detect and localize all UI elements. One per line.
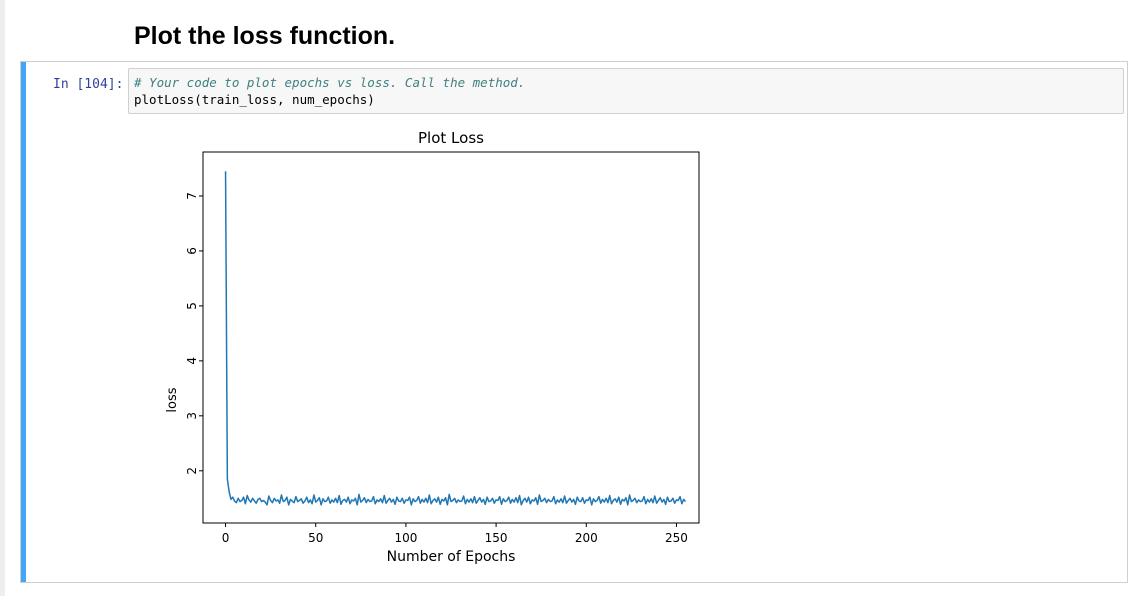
x-tick-label: 200 bbox=[575, 531, 598, 545]
code-editor[interactable]: # Your code to plot epochs vs loss. Call… bbox=[128, 68, 1124, 114]
y-tick-label: 6 bbox=[185, 247, 199, 255]
chart-title: Plot Loss bbox=[418, 129, 484, 147]
loss-series-line bbox=[224, 171, 687, 506]
code-call-line: plotLoss(train_loss, num_epochs) bbox=[134, 92, 375, 107]
x-tick-label: 150 bbox=[485, 531, 508, 545]
y-tick-label: 5 bbox=[185, 302, 199, 310]
x-axis-label: Number of Epochs bbox=[387, 549, 516, 565]
loss-chart: Plot Loss Number of Epochs loss 0 50 100 15… bbox=[165, 129, 700, 565]
x-tick-label: 250 bbox=[665, 531, 688, 545]
y-tick-label: 4 bbox=[185, 357, 199, 365]
x-tick-label: 100 bbox=[394, 531, 417, 545]
markdown-heading: Plot the loss function. bbox=[134, 22, 396, 50]
code-comment-line: # Your code to plot epochs vs loss. Call… bbox=[134, 75, 526, 90]
y-tick-label: 2 bbox=[185, 467, 199, 475]
axis-ticks: 0 50 100 150 200 250 2 3 4 5 6 7 bbox=[185, 192, 688, 545]
input-prompt: In [104]: bbox=[53, 77, 124, 92]
code-cell[interactable]: In [104]: # Your code to plot epochs vs … bbox=[20, 61, 1128, 583]
output-plot: Plot Loss Number of Epochs loss 0 50 100 15… bbox=[121, 122, 701, 572]
y-axis-label: loss bbox=[165, 387, 180, 412]
x-tick-label: 0 bbox=[222, 531, 230, 545]
series-lines bbox=[224, 171, 687, 506]
y-tick-label: 7 bbox=[185, 192, 199, 200]
left-gutter bbox=[0, 0, 5, 596]
plot-frame bbox=[202, 151, 700, 524]
x-tick-label: 50 bbox=[308, 531, 323, 545]
cell-selection-bar bbox=[21, 62, 26, 582]
y-tick-label: 3 bbox=[185, 412, 199, 420]
